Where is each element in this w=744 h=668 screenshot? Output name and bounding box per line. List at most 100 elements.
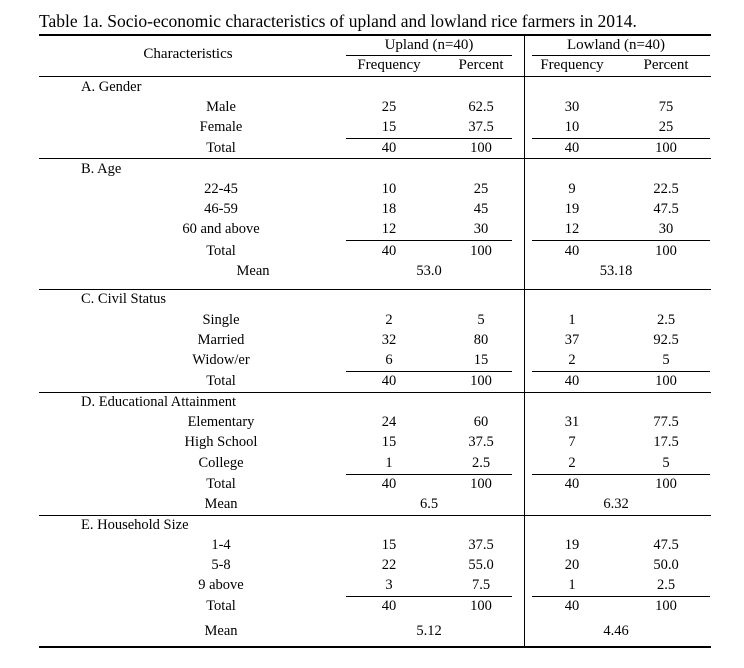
total-rule [346, 240, 512, 241]
upland-header-underline [346, 55, 512, 56]
upland-percent: 37.5 [468, 119, 494, 135]
lowland-percent: 50.0 [653, 557, 679, 573]
lowland-percent: 77.5 [653, 414, 679, 430]
lowland-frequency: 1 [568, 577, 576, 593]
header-rule [39, 76, 711, 77]
upland-frequency: 12 [381, 221, 397, 237]
upland-percent: 15 [473, 352, 489, 368]
section-rule-b [39, 158, 711, 159]
section-title-household: E. Household Size [81, 517, 189, 533]
lowland-frequency: 20 [564, 557, 580, 573]
upland-percent: 25 [473, 181, 489, 197]
mean-label: Mean [204, 623, 238, 639]
lowland-percent: 30 [658, 221, 674, 237]
section-title-civil-status: C. Civil Status [81, 291, 167, 307]
total-label: Total [206, 140, 236, 156]
upland-percent: 100 [470, 243, 492, 259]
total-rule [346, 138, 512, 139]
row-label: 9 above [198, 577, 244, 593]
total-label: Total [206, 373, 236, 389]
upland-mean: 5.12 [416, 623, 442, 639]
lowland-header: Lowland (n=40) [566, 37, 666, 53]
bottom-rule [39, 646, 711, 648]
total-rule [346, 596, 512, 597]
lowland-percent: 47.5 [653, 537, 679, 553]
upland-frequency: 10 [381, 181, 397, 197]
upland-frequency: 25 [381, 99, 397, 115]
lowland-frequency-header: Frequency [540, 57, 604, 73]
upland-percent: 100 [470, 476, 492, 492]
row-label: Single [202, 312, 240, 328]
top-rule [39, 34, 711, 36]
row-label: High School [184, 434, 258, 450]
column-divider [524, 34, 525, 648]
row-label: College [198, 455, 244, 471]
upland-percent-header: Percent [458, 57, 504, 73]
upland-frequency: 40 [381, 140, 397, 156]
lowland-percent: 22.5 [653, 181, 679, 197]
total-rule [532, 138, 710, 139]
upland-frequency: 40 [381, 243, 397, 259]
total-rule [532, 474, 710, 475]
upland-frequency: 15 [381, 119, 397, 135]
row-label: Female [199, 119, 243, 135]
lowland-frequency: 12 [564, 221, 580, 237]
upland-percent: 37.5 [468, 537, 494, 553]
upland-frequency: 40 [381, 598, 397, 614]
row-label: 22-45 [204, 181, 238, 197]
upland-frequency: 6 [385, 352, 393, 368]
lowland-percent: 100 [655, 243, 677, 259]
lowland-frequency: 40 [564, 140, 580, 156]
lowland-percent: 2.5 [656, 312, 676, 328]
upland-percent: 55.0 [468, 557, 494, 573]
lowland-percent: 100 [655, 476, 677, 492]
lowland-header-underline [532, 55, 710, 56]
lowland-mean: 53.18 [599, 263, 633, 279]
lowland-frequency: 19 [564, 537, 580, 553]
lowland-frequency: 19 [564, 201, 580, 217]
upland-frequency-header: Frequency [357, 57, 421, 73]
upland-percent: 100 [470, 598, 492, 614]
upland-frequency: 18 [381, 201, 397, 217]
upland-percent: 37.5 [468, 434, 494, 450]
mean-label: Mean [204, 496, 238, 512]
row-label: Elementary [187, 414, 255, 430]
row-label: Male [206, 99, 236, 115]
upland-percent: 60 [473, 414, 489, 430]
lowland-percent: 2.5 [656, 577, 676, 593]
upland-frequency: 24 [381, 414, 397, 430]
upland-frequency: 1 [385, 455, 393, 471]
lowland-percent-header: Percent [643, 57, 689, 73]
lowland-percent: 25 [658, 119, 674, 135]
upland-percent: 2.5 [471, 455, 491, 471]
total-label: Total [206, 598, 236, 614]
lowland-frequency: 40 [564, 243, 580, 259]
total-rule [346, 371, 512, 372]
lowland-frequency: 10 [564, 119, 580, 135]
row-label: Married [197, 332, 245, 348]
upland-percent: 62.5 [468, 99, 494, 115]
upland-frequency: 15 [381, 537, 397, 553]
upland-mean: 6.5 [419, 496, 439, 512]
lowland-percent: 17.5 [653, 434, 679, 450]
upland-header: Upland (n=40) [384, 37, 474, 53]
section-title-education: D. Educational Attainment [81, 394, 237, 410]
upland-frequency: 15 [381, 434, 397, 450]
lowland-percent: 5 [662, 455, 670, 471]
lowland-frequency: 7 [568, 434, 576, 450]
lowland-frequency: 40 [564, 476, 580, 492]
mean-label: Mean [236, 263, 270, 279]
section-rule-e [39, 515, 711, 516]
row-label: 60 and above [182, 221, 260, 237]
section-title-gender: A. Gender [81, 79, 142, 95]
upland-frequency: 32 [381, 332, 397, 348]
row-label: 1-4 [211, 537, 231, 553]
upland-mean: 53.0 [416, 263, 442, 279]
total-rule [532, 240, 710, 241]
lowland-percent: 75 [658, 99, 674, 115]
lowland-mean: 6.32 [603, 496, 629, 512]
upland-frequency: 2 [385, 312, 393, 328]
table-caption: Table 1a. Socio-economic characteristics… [39, 11, 637, 31]
upland-percent: 100 [470, 140, 492, 156]
upland-percent: 5 [477, 312, 485, 328]
